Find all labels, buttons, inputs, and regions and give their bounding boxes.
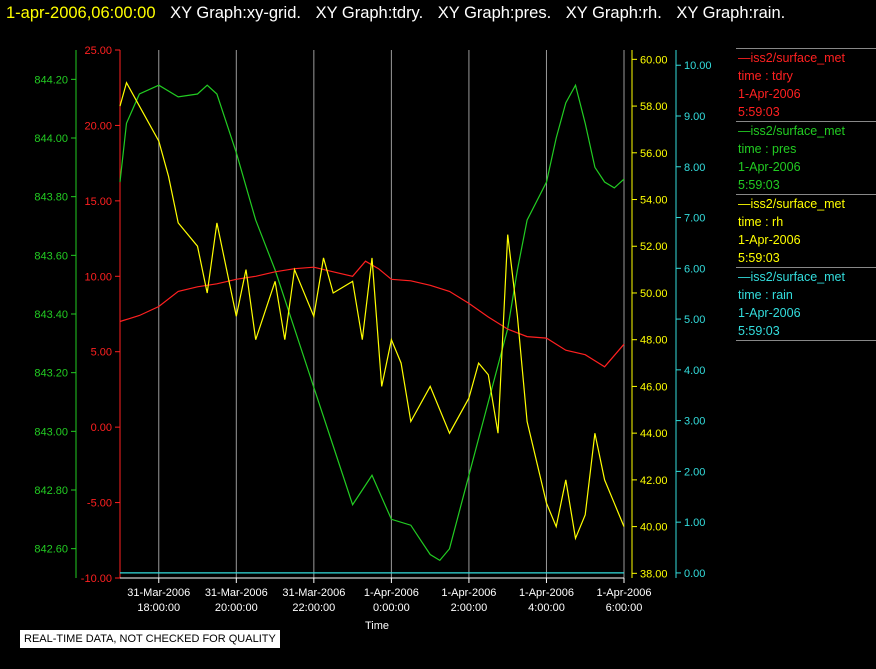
tdry-tick-label: 0.00 [91, 422, 112, 434]
pres-tick-label: 844.00 [34, 133, 68, 145]
rh-tick-label: 52.00 [640, 241, 668, 253]
legend-date: 1-Apr-2006 [738, 87, 801, 101]
time-tick-label-time: 2:00:00 [451, 602, 488, 614]
legend: —iss2/surface_met time : tdry 1-Apr-2006… [736, 48, 876, 341]
series-line-tdry [119, 260, 625, 368]
pres-tick-label: 844.20 [34, 74, 68, 86]
legend-time: 5:59:03 [738, 324, 780, 338]
rh-tick-label: 48.00 [640, 335, 668, 347]
legend-source: —iss2/surface_met [738, 124, 845, 138]
legend-source: —iss2/surface_met [738, 270, 845, 284]
legend-variable: time : tdry [738, 69, 793, 83]
tdry-tick-label: -10.00 [81, 573, 112, 585]
graph-title-xy-grid: XY Graph:xy-grid. [170, 4, 301, 22]
tdry-tick-label: 10.00 [84, 271, 112, 283]
series-line-rh [119, 81, 625, 541]
legend-entry-tdry: —iss2/surface_met time : tdry 1-Apr-2006… [736, 48, 876, 121]
legend-date: 1-Apr-2006 [738, 233, 801, 247]
legend-variable: time : pres [738, 142, 797, 156]
chart-header: 1-apr-2006,06:00:00 XY Graph:xy-grid. XY… [6, 2, 785, 26]
rh-tick-label: 40.00 [640, 522, 668, 534]
tdry-tick-label: 25.00 [84, 45, 112, 57]
rh-tick-label: 46.00 [640, 381, 668, 393]
graph-title-rh: XY Graph:rh. [565, 4, 662, 22]
pres-tick-label: 842.80 [34, 485, 68, 497]
time-tick-label-time: 20:00:00 [215, 602, 258, 614]
pres-tick-label: 843.60 [34, 250, 68, 262]
rh-tick-label: 50.00 [640, 288, 668, 300]
rain-tick-label: 9.00 [684, 111, 705, 123]
pres-tick-label: 843.40 [34, 309, 68, 321]
rain-tick-label: 7.00 [684, 213, 705, 225]
rain-tick-label: 8.00 [684, 162, 705, 174]
rh-tick-label: 44.00 [640, 428, 668, 440]
legend-variable: time : rh [738, 215, 784, 229]
time-tick-label-time: 6:00:00 [606, 602, 643, 614]
rain-tick-label: 10.00 [684, 60, 712, 72]
legend-entry-rain: —iss2/surface_met time : rain 1-Apr-2006… [736, 267, 876, 341]
tdry-tick-label: 20.00 [84, 120, 112, 132]
legend-variable: time : rain [738, 288, 793, 302]
legend-time: 5:59:03 [738, 251, 780, 265]
time-tick-label-date: 31-Mar-2006 [127, 587, 190, 599]
time-tick-label-date: 31-Mar-2006 [282, 587, 345, 599]
pres-tick-label: 843.80 [34, 192, 68, 204]
legend-entry-rh: —iss2/surface_met time : rh 1-Apr-2006 5… [736, 194, 876, 267]
legend-date: 1-Apr-2006 [738, 160, 801, 174]
rh-tick-label: 60.00 [640, 54, 668, 66]
rain-tick-label: 4.00 [684, 365, 705, 377]
rain-tick-label: 1.00 [684, 517, 705, 529]
rain-tick-label: 0.00 [684, 568, 705, 580]
time-tick-label-time: 22:00:00 [292, 602, 335, 614]
rain-tick-label: 3.00 [684, 416, 705, 428]
rain-tick-label: 2.00 [684, 466, 705, 478]
legend-entry-pres: —iss2/surface_met time : pres 1-Apr-2006… [736, 121, 876, 194]
graph-title-pres: XY Graph:pres. [437, 4, 552, 22]
time-tick-label-date: 31-Mar-2006 [205, 587, 268, 599]
tdry-tick-label: 5.00 [91, 347, 112, 359]
pres-tick-label: 843.20 [34, 368, 68, 380]
legend-source: —iss2/surface_met [738, 197, 845, 211]
rh-tick-label: 56.00 [640, 148, 668, 160]
graph-title-tdry: XY Graph:tdry. [315, 4, 424, 22]
rh-tick-label: 54.00 [640, 195, 668, 207]
rh-tick-label: 58.00 [640, 101, 668, 113]
time-tick-label-time: 4:00:00 [528, 602, 565, 614]
series-line-pres [119, 83, 625, 562]
legend-time: 5:59:03 [738, 105, 780, 119]
tdry-tick-label: 15.00 [84, 196, 112, 208]
timestamp-label: 1-apr-2006,06:00:00 [6, 4, 156, 22]
quality-note: REAL-TIME DATA, NOT CHECKED FOR QUALITY [20, 630, 280, 648]
legend-source: —iss2/surface_met [738, 51, 845, 65]
x-axis-label: Time [365, 620, 389, 632]
pres-tick-label: 842.60 [34, 544, 68, 556]
time-tick-label-date: 1-Apr-2006 [441, 587, 496, 599]
rh-tick-label: 38.00 [640, 568, 668, 580]
time-tick-label-time: 0:00:00 [373, 602, 410, 614]
legend-time: 5:59:03 [738, 178, 780, 192]
time-tick-label-date: 1-Apr-2006 [519, 587, 574, 599]
tdry-tick-label: -5.00 [87, 498, 112, 510]
rain-tick-label: 6.00 [684, 263, 705, 275]
pres-tick-label: 843.00 [34, 426, 68, 438]
legend-date: 1-Apr-2006 [738, 306, 801, 320]
time-tick-label-time: 18:00:00 [137, 602, 180, 614]
time-tick-label-date: 1-Apr-2006 [596, 587, 651, 599]
rain-tick-label: 5.00 [684, 314, 705, 326]
graph-title-rain: XY Graph:rain. [676, 4, 786, 22]
time-tick-label-date: 1-Apr-2006 [364, 587, 419, 599]
rh-tick-label: 42.00 [640, 475, 668, 487]
